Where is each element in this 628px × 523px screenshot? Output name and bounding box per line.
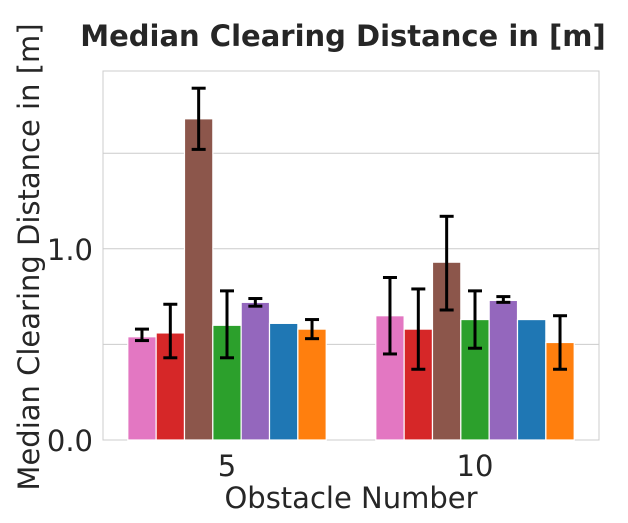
x-axis-label: Obstacle Number xyxy=(224,481,477,515)
error-bars-group xyxy=(134,86,568,371)
x-tick-label: 10 xyxy=(457,449,494,483)
y-tick-label: 0.0 xyxy=(47,424,93,458)
y-tick-label: 1.0 xyxy=(47,233,93,267)
x-tick-labels: 5 10 xyxy=(218,449,494,483)
bar xyxy=(127,336,157,441)
bar xyxy=(183,118,214,441)
bar xyxy=(297,328,327,441)
bar xyxy=(268,322,299,441)
chart-title: Median Clearing Distance in [m] xyxy=(80,19,605,53)
x-tick-label: 5 xyxy=(218,449,236,483)
y-tick-labels: 0.0 1.0 xyxy=(47,233,93,458)
bar xyxy=(488,299,519,441)
y-axis-label: Median Clearing Distance in [m] xyxy=(12,23,46,490)
bar xyxy=(516,318,547,441)
bar xyxy=(240,301,271,441)
